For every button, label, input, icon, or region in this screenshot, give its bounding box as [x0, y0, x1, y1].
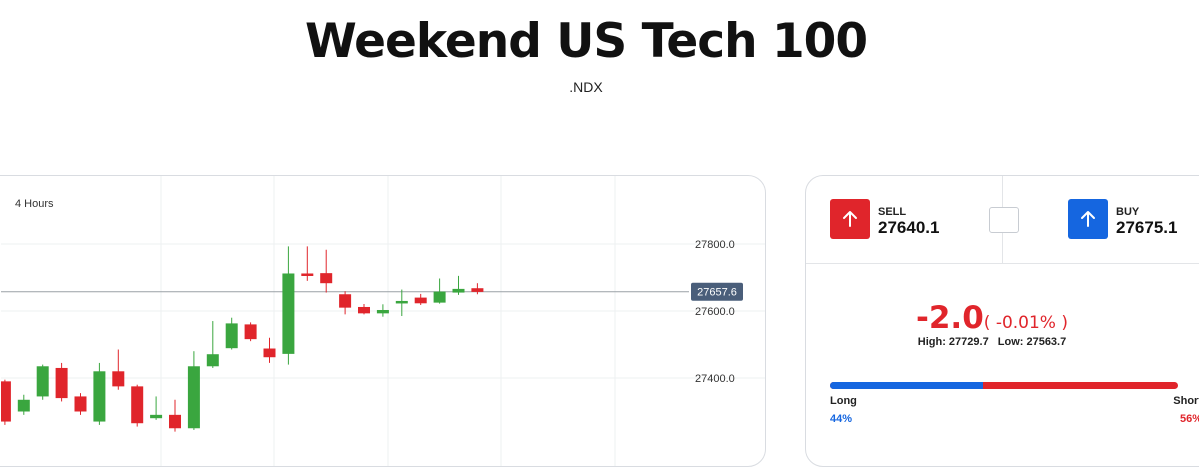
- buy-label[interactable]: BUY: [1116, 206, 1140, 218]
- trade-buttons-row: SELL 27640.1 BUY 27675.1: [806, 176, 1199, 264]
- candle-body: [376, 309, 389, 314]
- y-tick-label: 27800.0: [695, 239, 735, 251]
- candle-body: [93, 371, 106, 422]
- candle-body: [263, 348, 276, 358]
- sell-label[interactable]: SELL: [878, 206, 907, 218]
- y-tick-label: 27600.0: [695, 306, 735, 318]
- long-percent: 44%: [830, 413, 853, 425]
- current-price-label: 27657.6: [697, 287, 737, 299]
- timeframe-label[interactable]: 4 Hours: [15, 198, 54, 210]
- candle-body: [358, 306, 370, 314]
- sentiment-bar: [830, 382, 1178, 389]
- candle-body: [206, 354, 219, 367]
- arrow-up-icon: [1081, 211, 1095, 227]
- candle-body: [339, 294, 352, 308]
- candle-body: [433, 291, 446, 303]
- y-tick-label: 27400.0: [695, 373, 735, 385]
- short-percent: 56%: [1179, 413, 1199, 425]
- candle-body: [55, 367, 68, 399]
- candle-body: [452, 288, 465, 293]
- price-change: -2.0( -0.01% ): [806, 300, 1178, 336]
- buy-button[interactable]: [1068, 199, 1108, 239]
- instrument-symbol: .NDX: [569, 79, 603, 95]
- candle-body: [282, 273, 295, 354]
- low-value: Low: 27563.7: [997, 336, 1067, 348]
- candle-body: [131, 386, 144, 424]
- candle-body: [17, 399, 30, 412]
- sentiment-long-fill: [830, 382, 984, 389]
- arrow-up-icon: [843, 211, 857, 227]
- candle-body: [112, 371, 125, 387]
- candle-body: [395, 300, 408, 304]
- page-title: Weekend US Tech 100: [304, 14, 868, 69]
- change-value: -2.0: [915, 300, 984, 336]
- candle-body: [74, 396, 87, 412]
- short-label: Short: [1173, 395, 1199, 407]
- change-percent: ( -0.01% ): [983, 313, 1068, 333]
- current-price-tag: [691, 282, 743, 301]
- candle-body: [301, 273, 314, 276]
- candle-body: [187, 366, 200, 429]
- candle-body: [244, 324, 257, 340]
- sell-button[interactable]: [830, 199, 870, 239]
- buy-price[interactable]: 27675.1: [1116, 218, 1178, 237]
- candle-body: [320, 273, 333, 284]
- trade-panel: SELL 27640.1 BUY 27675.1 -2.0( -0.01% ) …: [805, 175, 1199, 467]
- spread-box: [989, 207, 1019, 233]
- candle-body: [1, 381, 11, 422]
- candle-body: [471, 288, 484, 292]
- candle-body: [225, 323, 238, 349]
- price-chart-panel[interactable]: 4 Hours 27800.0 27600.0 27400.0 27657.6: [0, 175, 766, 467]
- candlestick-chart[interactable]: 27800.0 27600.0 27400.0 27657.6: [1, 176, 765, 466]
- candle-body: [150, 414, 163, 419]
- sell-price[interactable]: 27640.1: [878, 218, 940, 237]
- candle-body: [36, 366, 49, 397]
- high-value: High: 27729.7: [917, 336, 989, 348]
- candle-body: [169, 414, 181, 429]
- long-label: Long: [830, 395, 857, 407]
- high-low: High: 27729.7 Low: 27563.7: [806, 336, 1178, 348]
- candle-body: [414, 297, 427, 304]
